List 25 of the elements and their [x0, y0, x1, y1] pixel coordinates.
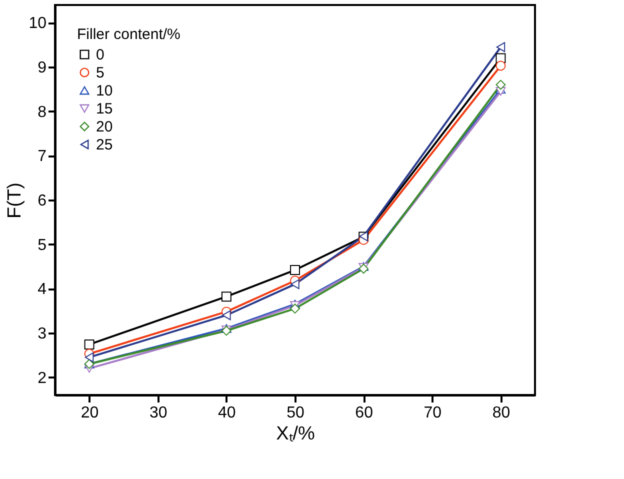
- y-tick-label: 7: [38, 148, 47, 166]
- x-tick-label: 60: [355, 404, 374, 422]
- x-tick-label: 50: [286, 404, 304, 422]
- y-tick-label: 6: [38, 192, 47, 210]
- legend-label: 0: [96, 46, 104, 64]
- legend-label: 10: [96, 82, 113, 100]
- legend-label: 5: [96, 64, 104, 82]
- y-tick-label: 10: [28, 15, 47, 32]
- x-tick-label: 30: [149, 404, 168, 422]
- y-tick-label: 9: [38, 60, 47, 77]
- x-tick-label: 20: [80, 404, 99, 422]
- legend-label: 15: [96, 100, 113, 118]
- legend-title: Filler content/%: [77, 26, 180, 43]
- legend-label: 25: [96, 136, 113, 154]
- y-tick-label: 3: [38, 325, 47, 342]
- x-axis-title: Xₜ/%: [276, 424, 316, 444]
- y-tick-label: 2: [38, 370, 47, 387]
- x-tick-label: 70: [424, 404, 442, 422]
- x-tick-label: 80: [492, 404, 510, 422]
- y-tick-label: 5: [38, 236, 47, 254]
- legend-label: 20: [96, 118, 113, 136]
- y-axis-title: F(T): [4, 182, 26, 218]
- y-tick-label: 8: [38, 104, 47, 121]
- y-tick-label: 4: [38, 281, 47, 298]
- x-tick-label: 40: [218, 404, 236, 422]
